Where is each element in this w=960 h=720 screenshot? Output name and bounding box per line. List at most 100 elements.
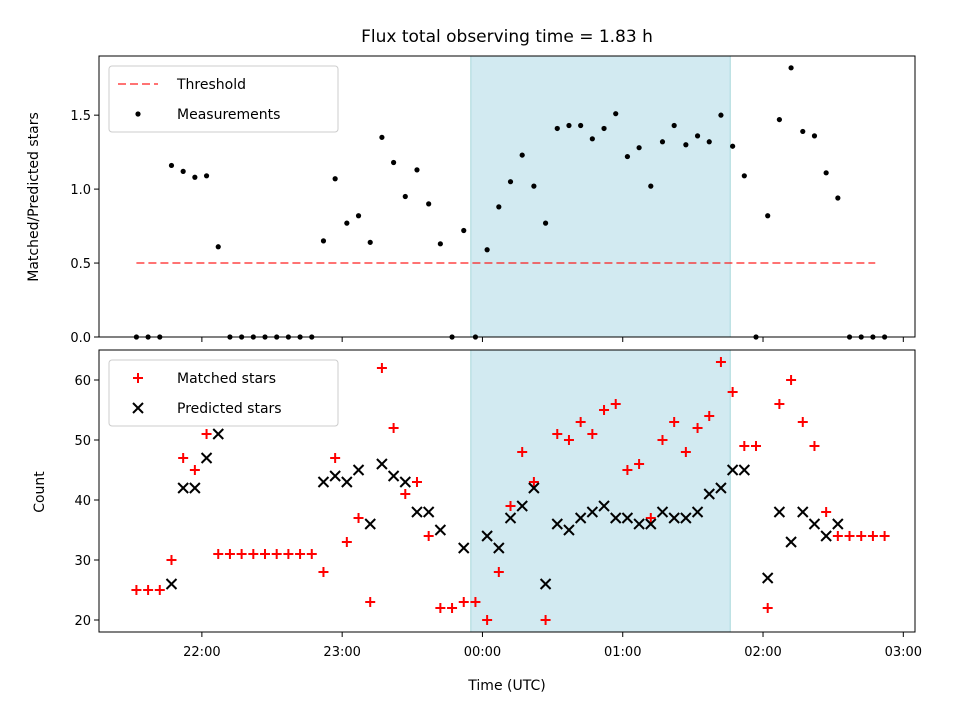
measurement-point: [203, 173, 210, 179]
predicted-star-point: [645, 518, 657, 530]
measurement-point: [355, 213, 362, 219]
measurement-point: [800, 128, 806, 135]
matched-star-point: [330, 453, 341, 463]
measurement-point: [168, 162, 175, 169]
measurement-point: [601, 125, 607, 132]
predicted-star-point: [738, 464, 751, 476]
measurement-point: [578, 122, 584, 129]
plot-frame: [98, 55, 916, 338]
matched-star-point: [528, 477, 539, 487]
top-y-axis-label: Matched/Predicted stars: [26, 112, 42, 282]
measurement-point: [367, 239, 373, 245]
matched-star-point: [470, 597, 481, 607]
matched-star-point: [213, 549, 224, 559]
measurement-point: [519, 152, 525, 158]
measurement-point: [636, 145, 642, 151]
predicted-star-point: [773, 506, 786, 518]
measurement-point: [484, 247, 490, 253]
matched-star-point: [563, 435, 574, 445]
legend-measurement-swatch: [135, 111, 141, 117]
y-tick-label: 40: [74, 494, 91, 509]
predicted-star-point: [656, 506, 669, 518]
measurement-point: [624, 153, 631, 160]
matched-star-point: [879, 531, 890, 541]
legend-box: [108, 65, 339, 133]
legend-predicted-swatch: [132, 402, 144, 414]
matched-star-point: [821, 507, 832, 517]
matched-star-point: [622, 465, 633, 475]
predicted-star-point: [177, 482, 189, 494]
observing-window-span: [470, 349, 731, 633]
matched-star-point: [645, 513, 656, 523]
predicted-star-point: [317, 476, 330, 488]
matched-star-point: [832, 531, 843, 541]
predicted-star-point: [516, 500, 528, 512]
x-tick-label: 23:00: [323, 645, 360, 660]
y-tick-label: 20: [74, 614, 91, 629]
predicted-star-point: [212, 428, 224, 440]
matched-star-point: [751, 441, 762, 451]
matched-star-point: [306, 549, 317, 559]
predicted-star-point: [329, 470, 341, 482]
x-tick-label: 22:00: [183, 645, 220, 660]
matched-star-point: [552, 429, 563, 439]
matched-star-point: [599, 405, 610, 415]
predicted-star-point: [399, 476, 411, 488]
measurement-point: [496, 204, 502, 210]
predicted-star-point: [598, 500, 610, 512]
y-tick-label: 0.0: [70, 331, 91, 346]
bottom-panel: 20 30 40 50 60 22:00 23:00 00:00 01:00 02:00 03:00…: [74, 349, 922, 660]
matched-star-point: [166, 555, 177, 565]
measurement-point: [414, 167, 420, 173]
measurement-point: [507, 179, 514, 185]
matched-star-point: [657, 435, 668, 445]
matched-star-point: [376, 363, 387, 373]
predicted-star-point: [422, 506, 435, 518]
measurement-point: [659, 139, 666, 145]
measurement-point: [379, 134, 385, 140]
plot-frame: [98, 349, 916, 633]
matched-star-point: [786, 375, 797, 385]
matched-star-point: [411, 477, 422, 487]
predicted-star-point: [808, 518, 821, 530]
y-tick-label: 60: [74, 374, 91, 389]
matched-star-point: [260, 549, 271, 559]
predicted-star-point: [551, 518, 563, 530]
predicted-star-point: [691, 506, 704, 518]
matched-star-point: [856, 531, 867, 541]
predicted-star-point: [458, 542, 470, 554]
predicted-star-point: [189, 482, 201, 494]
bottom-y-axis-label: Count: [32, 471, 48, 513]
measurement-point: [776, 116, 782, 123]
x-axis-label: Time (UTC): [467, 678, 545, 694]
predicted-star-point: [504, 512, 517, 524]
predicted-star-point: [621, 512, 634, 524]
matched-star-point: [295, 549, 306, 559]
x-tick-label: 02:00: [744, 645, 781, 660]
measurement-point: [671, 122, 677, 129]
predicted-star-point: [820, 530, 832, 542]
predicted-star-point: [434, 524, 447, 536]
measurement-point: [835, 195, 841, 201]
measurement-point: [215, 244, 221, 250]
legend: Threshold Measurements: [108, 65, 339, 133]
measurement-point: [730, 143, 736, 149]
predicted-star-point: [376, 458, 388, 470]
matched-star-point: [517, 447, 528, 457]
matched-star-point: [201, 429, 212, 439]
legend-label: Measurements: [177, 107, 280, 123]
matched-star-point: [423, 531, 434, 541]
legend: Matched stars Predicted stars: [108, 359, 339, 427]
y-tick-label: 30: [74, 554, 91, 569]
legend-matched-swatch: [133, 373, 143, 383]
matched-star-point: [143, 585, 154, 595]
predicted-star-point: [411, 506, 423, 518]
matched-star-point: [388, 423, 399, 433]
measurement-point: [461, 227, 467, 234]
matched-star-point: [540, 615, 551, 625]
matched-star-point: [482, 615, 493, 625]
matched-star-point: [283, 549, 294, 559]
matched-star-point: [704, 411, 715, 421]
measurement-point: [426, 201, 432, 207]
matched-star-point: [575, 417, 586, 427]
